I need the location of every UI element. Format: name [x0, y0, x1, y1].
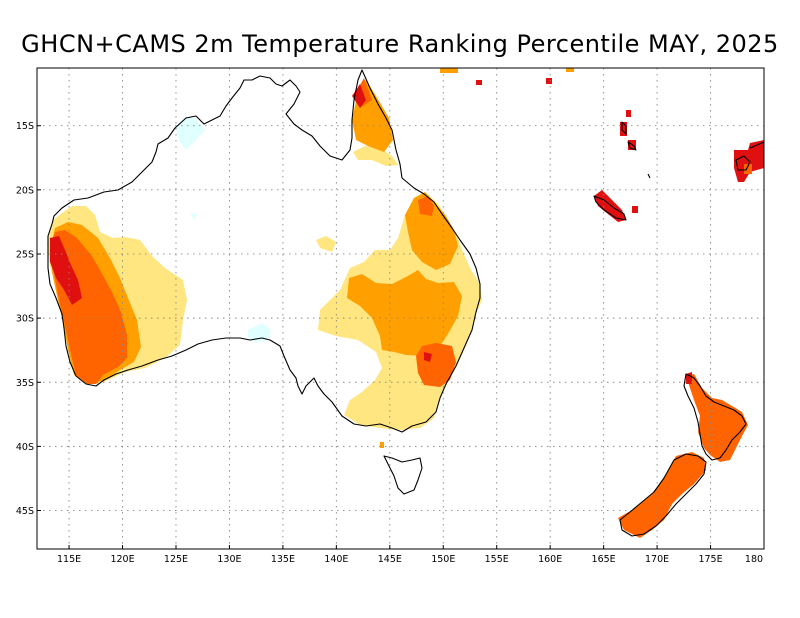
x-tick-label: 160E — [538, 554, 562, 565]
y-tick-label: 30S — [16, 314, 34, 325]
vanuatu-coastline — [621, 121, 651, 179]
x-tick-label: 130E — [217, 554, 241, 565]
x-tick-label: 140E — [324, 554, 348, 565]
x-tick-label: 120E — [110, 554, 134, 565]
much-warmer-anomaly-area — [618, 452, 706, 538]
cold-anomaly-area — [248, 323, 271, 343]
hottest-anomaly-area — [546, 78, 552, 84]
hottest-anomaly-area — [632, 206, 638, 213]
warm-anomaly-area — [353, 146, 398, 166]
much-warmer-anomaly-area — [418, 196, 434, 216]
much-warmer-anomaly-area — [686, 374, 748, 462]
x-tick-label: 175E — [698, 554, 722, 565]
hottest-anomaly-area — [50, 236, 82, 305]
hottest-anomaly-area — [594, 190, 626, 222]
map-grid — [37, 68, 764, 549]
hottest-anomaly-area — [352, 84, 366, 108]
coastlines — [47, 69, 764, 537]
new-zealand-north-coastline — [683, 373, 747, 461]
much-warmer-anomaly-area — [744, 164, 752, 174]
much-warmer-anomaly-area — [416, 343, 456, 387]
warmer-anomaly-area — [347, 270, 462, 356]
x-tick-label: 155E — [485, 554, 509, 565]
y-tick-label: 45S — [16, 506, 34, 517]
x-tick-label: 150E — [431, 554, 455, 565]
longitude-axis: 115E 120E 125E 130E 135E 140E 145E 150E 155E 160E… — [57, 545, 765, 565]
y-tick-label: 25S — [16, 249, 34, 260]
hottest-anomaly-area — [476, 80, 482, 85]
x-tick-label: 115E — [57, 554, 81, 565]
australia-coastline — [47, 69, 481, 433]
y-tick-label: 20S — [16, 185, 34, 196]
y-tick-label: 15S — [16, 121, 34, 132]
tasmania-coastline — [383, 455, 423, 495]
warmer-anomaly-area — [440, 68, 458, 73]
warm-anomaly-area — [316, 236, 336, 252]
x-tick-label: 135E — [271, 554, 295, 565]
warmer-anomaly-area — [566, 68, 574, 72]
x-tick-label: 145E — [378, 554, 402, 565]
warmer-anomaly-area — [380, 442, 384, 448]
y-tick-label: 35S — [16, 378, 34, 389]
map-frame — [36, 67, 765, 550]
hottest-anomaly-area — [626, 110, 631, 117]
cold-anomaly-area — [190, 213, 197, 220]
hottest-anomaly-area — [620, 122, 627, 136]
y-tick-label: 40S — [16, 442, 34, 453]
x-tick-label: 170E — [645, 554, 669, 565]
x-tick-label: 125E — [164, 554, 188, 565]
new-zealand-south-coastline — [619, 453, 707, 537]
fiji-coastline — [735, 141, 764, 171]
x-tick-label: 180 — [745, 554, 763, 565]
new-caledonia-coastline — [593, 195, 627, 221]
warmer-anomaly-area — [405, 192, 458, 270]
cold-anomaly-area — [176, 117, 205, 150]
map-title: GHCN+CAMS 2m Temperature Ranking Percent… — [21, 30, 779, 58]
latitude-axis: 15S 20S 25S 30S 35S 40S 45S — [16, 121, 41, 517]
hottest-anomaly-area — [424, 352, 432, 362]
x-tick-label: 165E — [592, 554, 616, 565]
